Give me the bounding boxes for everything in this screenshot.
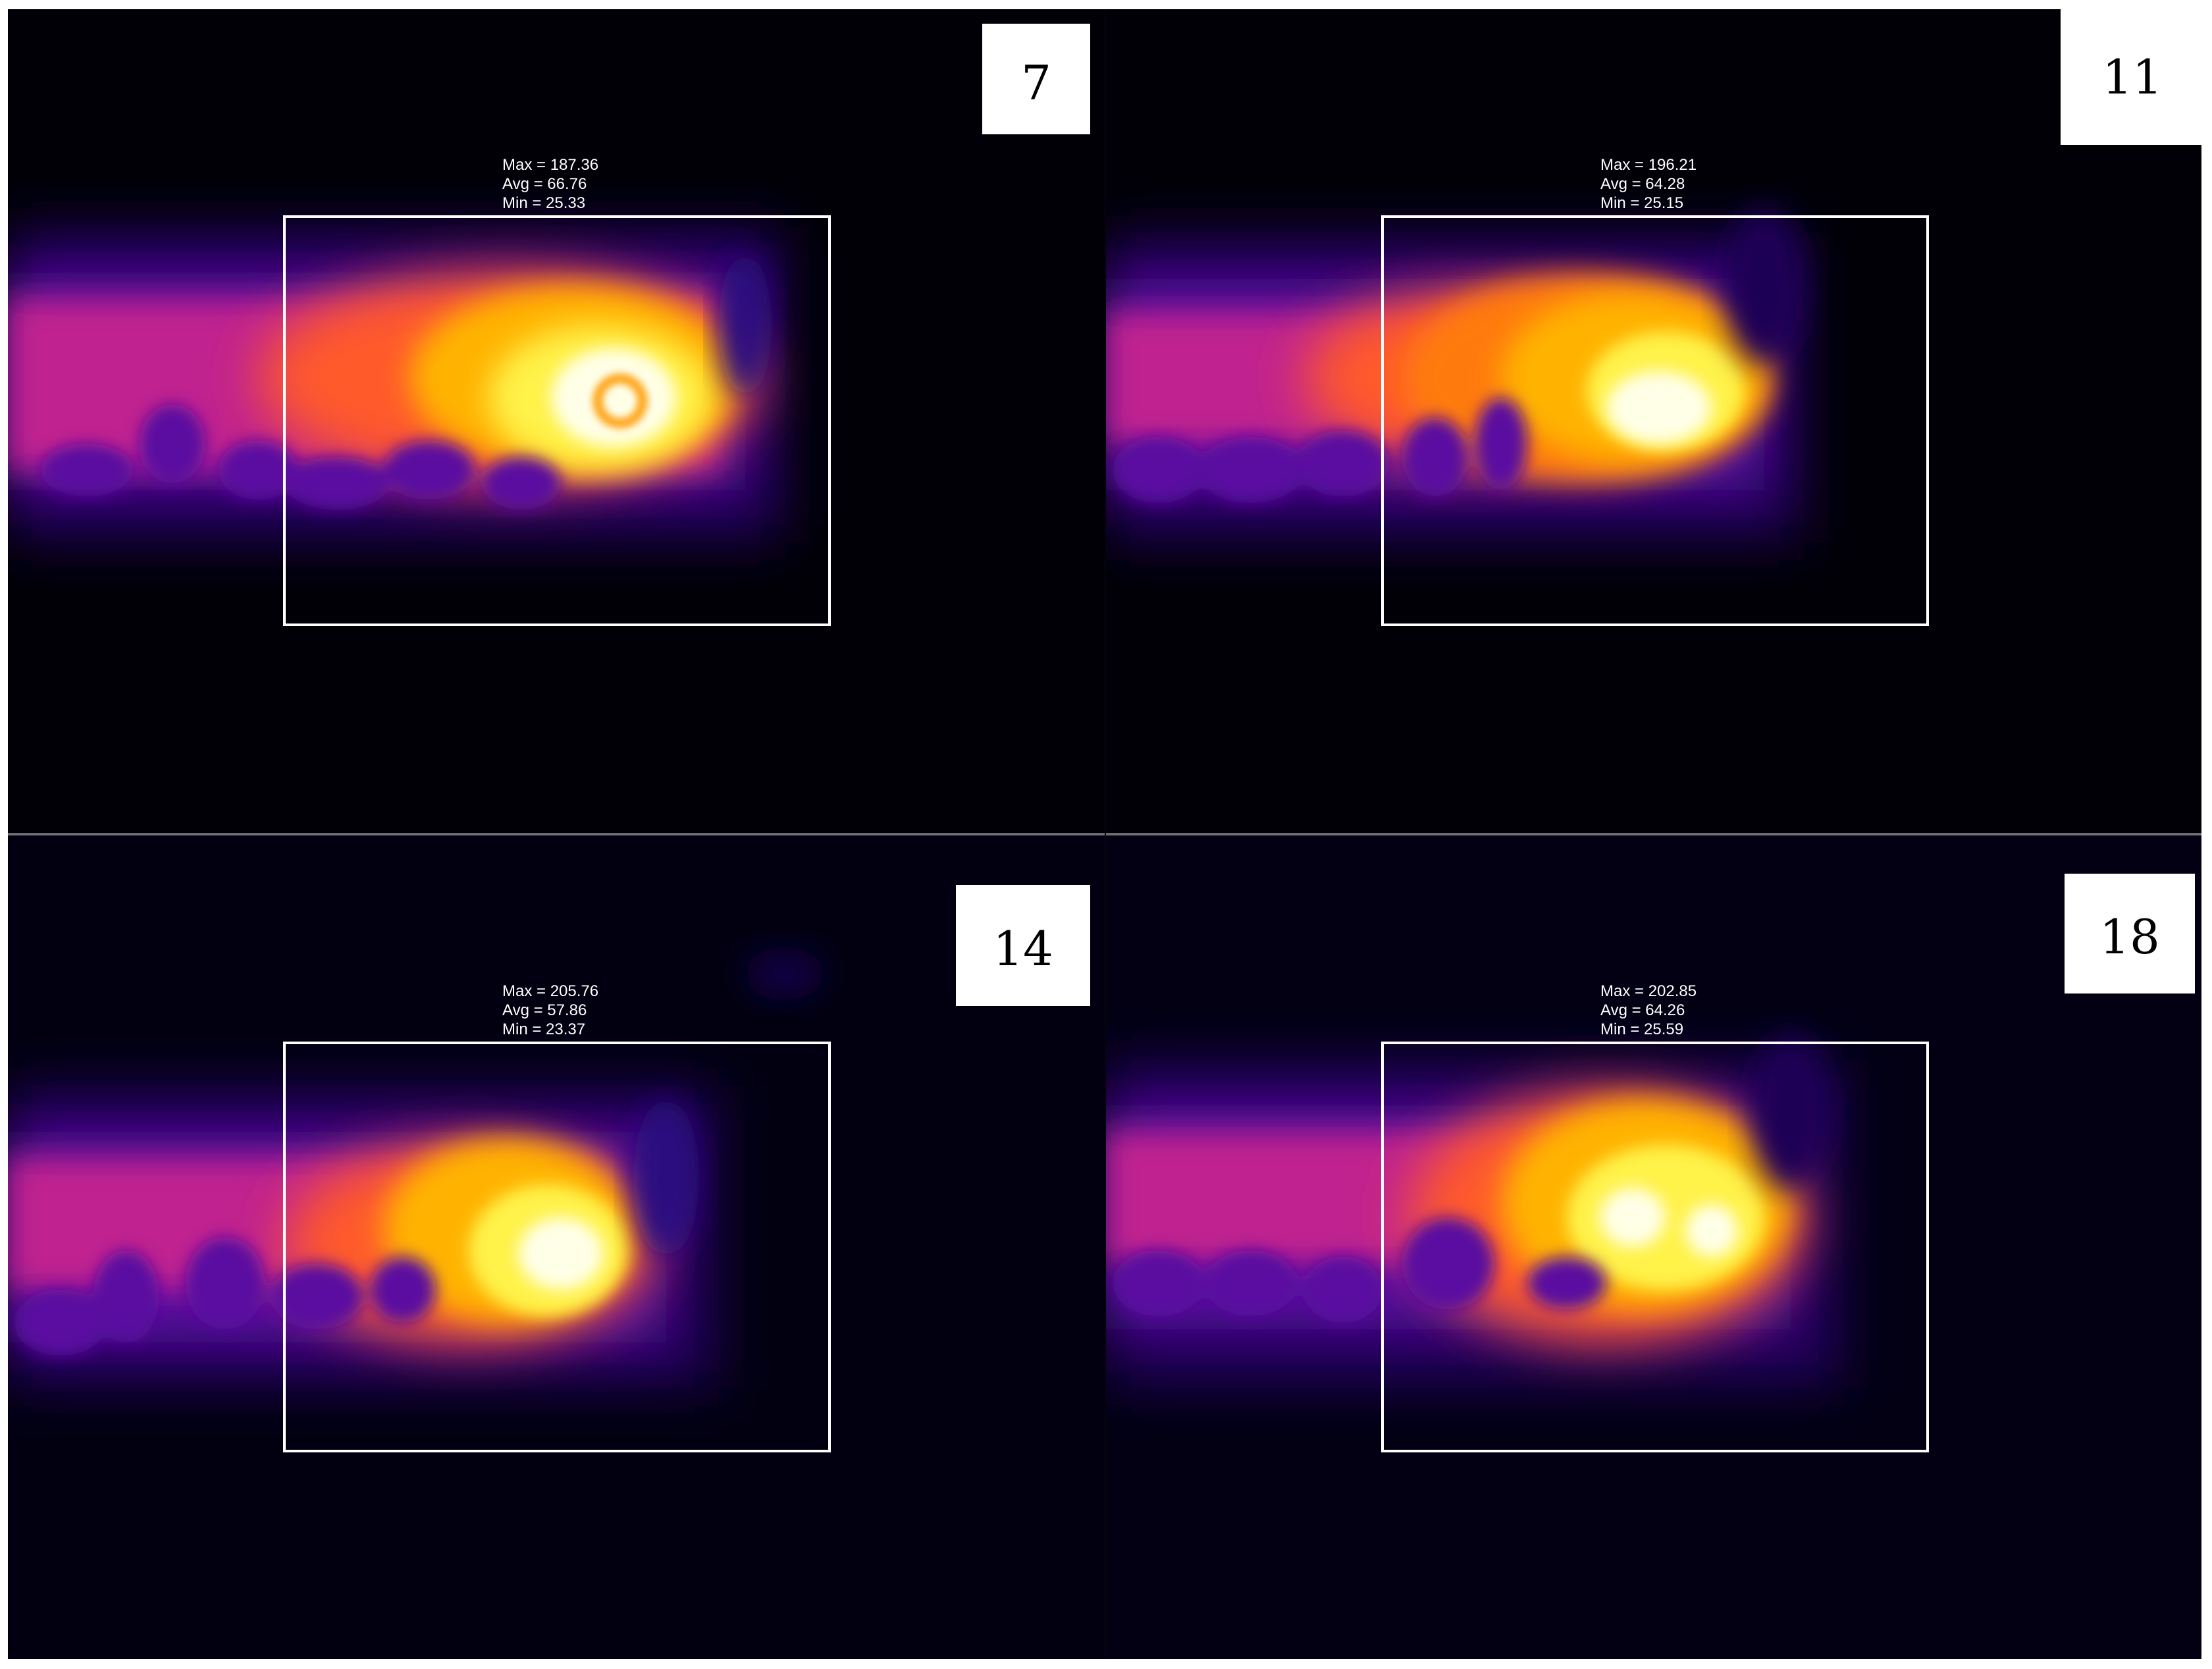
roi-box (283, 215, 831, 626)
thermal-panel-14: Max = 205.76 Avg = 57.86 Min = 23.37 14 (8, 835, 1105, 1659)
thermal-image-grid: Max = 187.36 Avg = 66.76 Min = 25.33 7 (8, 9, 2201, 1659)
roi-statistics: Max = 196.21 Avg = 64.28 Min = 25.15 (1600, 155, 1697, 213)
thermal-image (1106, 835, 2201, 1659)
frame-label: 11 (2058, 9, 2201, 147)
thermal-image (1106, 9, 2201, 833)
roi-statistics: Max = 187.36 Avg = 66.76 Min = 25.33 (502, 155, 598, 213)
max-value: Max = 196.21 (1600, 156, 1697, 174)
avg-value: Avg = 64.28 (1600, 175, 1685, 193)
frame-label: 7 (982, 24, 1090, 134)
roi-box (1381, 1042, 1929, 1452)
min-value: Min = 25.33 (502, 194, 586, 212)
thermal-panel-7: Max = 187.36 Avg = 66.76 Min = 25.33 7 (8, 9, 1105, 833)
roi-statistics: Max = 202.85 Avg = 64.26 Min = 25.59 (1600, 982, 1697, 1039)
max-value: Max = 202.85 (1600, 982, 1697, 1000)
avg-value: Avg = 57.86 (502, 1001, 587, 1019)
thermal-image (8, 835, 1105, 1659)
max-value: Max = 205.76 (502, 982, 599, 1000)
thermal-image (8, 9, 1105, 833)
thermal-panel-18: Max = 202.85 Avg = 64.26 Min = 25.59 18 (1106, 835, 2201, 1659)
roi-statistics: Max = 205.76 Avg = 57.86 Min = 23.37 (502, 982, 598, 1039)
roi-box (1381, 215, 1929, 626)
min-value: Min = 25.59 (1600, 1020, 1684, 1038)
thermal-panel-11: Max = 196.21 Avg = 64.28 Min = 25.15 11 (1106, 9, 2201, 833)
min-value: Min = 25.15 (1600, 194, 1684, 212)
roi-box (283, 1042, 831, 1452)
min-value: Min = 23.37 (502, 1020, 586, 1038)
max-value: Max = 187.36 (502, 156, 599, 174)
vertical-divider (1105, 9, 1106, 1659)
avg-value: Avg = 64.26 (1600, 1001, 1685, 1019)
avg-value: Avg = 66.76 (502, 175, 587, 193)
frame-label: 14 (956, 885, 1090, 1006)
frame-label: 18 (2065, 874, 2195, 993)
